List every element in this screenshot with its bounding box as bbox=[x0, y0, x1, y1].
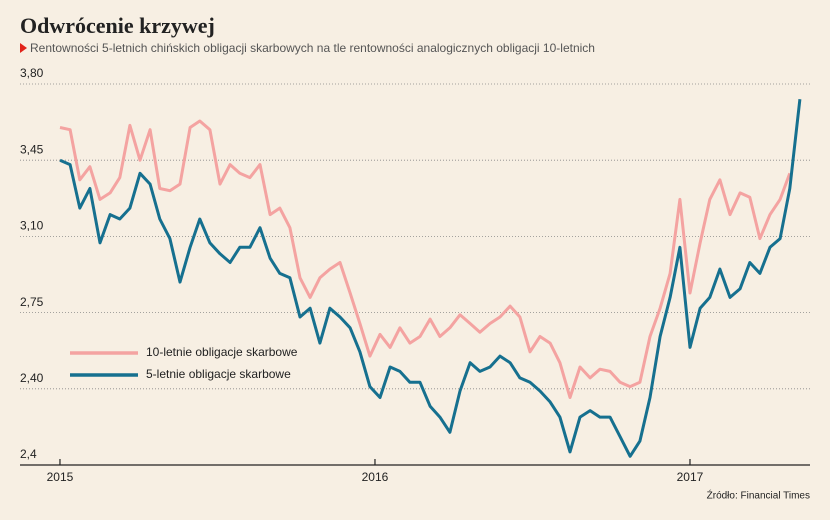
x-tick-label: 2017 bbox=[677, 470, 704, 484]
y-tick-label: 3,10 bbox=[20, 219, 44, 233]
chart-subtitle: Rentowności 5-letnich chińskich obligacj… bbox=[30, 41, 595, 55]
y-tick-label: 3,45 bbox=[20, 142, 44, 156]
x-tick-label: 2016 bbox=[362, 470, 389, 484]
source: Źródło: Financial Times bbox=[707, 489, 810, 502]
legend-label: 5-letnie obligacje skarbowe bbox=[146, 367, 291, 381]
series-line bbox=[59, 119, 792, 399]
y-tick-label: 3,80 bbox=[20, 66, 44, 80]
y-tick-label: 2,75 bbox=[20, 295, 44, 309]
subtitle-marker bbox=[20, 43, 27, 53]
legend-label: 10-letnie obligacje skarbowe bbox=[146, 345, 298, 359]
chart-title: Odwrócenie krzywej bbox=[20, 13, 215, 38]
series-line bbox=[59, 99, 802, 458]
x-tick-label: 2015 bbox=[47, 470, 74, 484]
y-tick-label: 2,40 bbox=[20, 371, 44, 385]
y-tick-label: 2,4 bbox=[20, 447, 37, 461]
